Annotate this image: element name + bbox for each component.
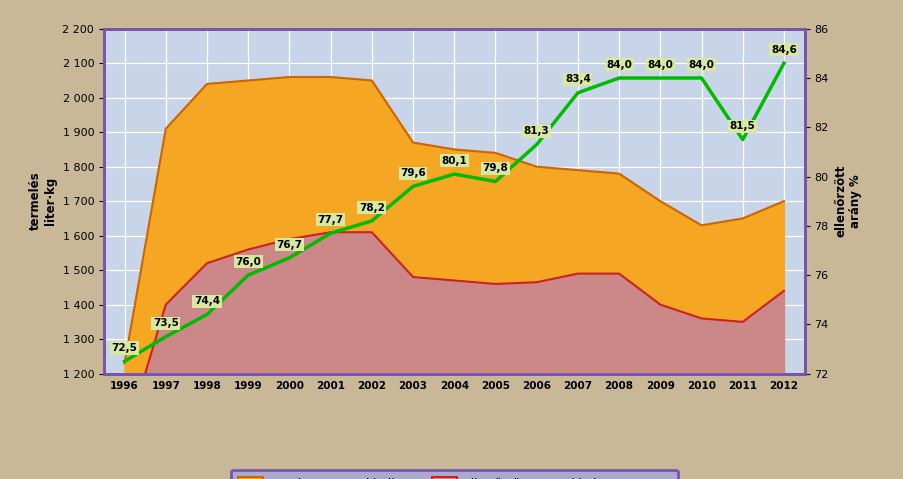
Text: 77,7: 77,7 xyxy=(317,215,343,225)
Text: 84,0: 84,0 xyxy=(647,60,673,69)
Text: 81,5: 81,5 xyxy=(729,121,755,131)
Text: 72,5: 72,5 xyxy=(111,343,137,353)
Text: 84,6: 84,6 xyxy=(770,45,796,55)
Text: 83,4: 83,4 xyxy=(564,74,591,84)
Text: 81,3: 81,3 xyxy=(523,126,549,136)
Text: 84,0: 84,0 xyxy=(688,60,713,69)
Text: 80,1: 80,1 xyxy=(441,156,467,166)
Text: 73,5: 73,5 xyxy=(153,319,179,328)
Legend: országos termelés liter, ellenőrzött termelés kg, %: országos termelés liter, ellenőrzött ter… xyxy=(230,470,677,479)
Y-axis label: ellenőrzött
arány %: ellenőrzött arány % xyxy=(833,165,861,238)
Y-axis label: termelés
liter·kg: termelés liter·kg xyxy=(29,172,57,230)
Text: 84,0: 84,0 xyxy=(606,60,631,69)
Text: 78,2: 78,2 xyxy=(358,203,385,213)
Text: 76,0: 76,0 xyxy=(235,257,261,267)
Text: 79,6: 79,6 xyxy=(400,168,425,178)
Text: 74,4: 74,4 xyxy=(194,296,219,306)
Text: 76,7: 76,7 xyxy=(276,240,303,250)
Text: 79,8: 79,8 xyxy=(482,163,507,173)
